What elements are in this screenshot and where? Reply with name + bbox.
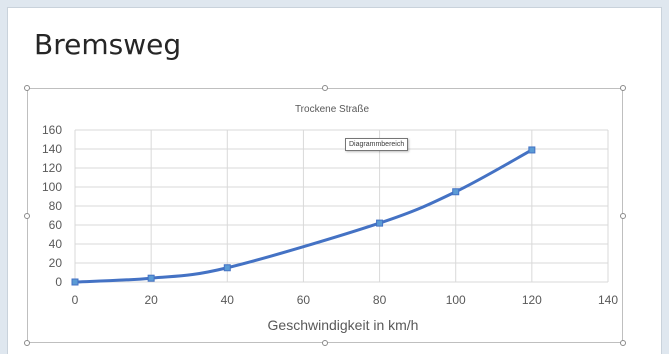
x-axis-label: Geschwindigkeit in km/h [268, 317, 419, 333]
chart-area-tooltip: Diagrammbereich [345, 138, 409, 151]
y-tick-label: 120 [42, 161, 62, 175]
resize-handle-middle-right[interactable] [620, 213, 626, 219]
x-tick-label: 140 [598, 293, 618, 307]
slide-title: Bremsweg [34, 28, 182, 61]
y-tick-label: 0 [55, 275, 62, 289]
y-tick-label: 80 [49, 199, 63, 213]
x-axis-tick-labels: 0 20 40 60 80 100 120 140 [72, 293, 619, 307]
x-tick-label: 60 [297, 293, 311, 307]
x-tick-label: 40 [221, 293, 235, 307]
y-tick-label: 100 [42, 180, 62, 194]
y-axis-tick-labels: 0 20 40 60 80 100 120 140 160 [42, 123, 62, 289]
y-tick-label: 20 [49, 256, 63, 270]
data-point-marker[interactable] [528, 146, 536, 154]
data-point-marker[interactable] [147, 274, 155, 282]
resize-handle-bottom-right[interactable] [620, 340, 626, 346]
data-point-marker[interactable] [71, 278, 79, 286]
resize-handle-bottom-left[interactable] [24, 340, 30, 346]
y-tick-label: 160 [42, 123, 62, 137]
resize-handle-top-middle[interactable] [322, 85, 328, 91]
y-tick-label: 60 [49, 218, 63, 232]
x-tick-label: 100 [446, 293, 466, 307]
data-point-marker[interactable] [223, 264, 231, 272]
x-tick-label: 120 [522, 293, 542, 307]
resize-handle-top-left[interactable] [24, 85, 30, 91]
data-point-marker[interactable] [376, 219, 384, 227]
y-tick-label: 40 [49, 237, 63, 251]
x-tick-label: 0 [72, 293, 79, 307]
resize-handle-middle-left[interactable] [24, 213, 30, 219]
resize-handle-top-right[interactable] [620, 85, 626, 91]
resize-handle-bottom-middle[interactable] [322, 340, 328, 346]
data-point-markers[interactable] [71, 146, 536, 286]
chart-title: Trockene Straße [295, 104, 370, 115]
data-point-marker[interactable] [452, 188, 460, 196]
y-tick-label: 140 [42, 142, 62, 156]
x-tick-label: 20 [144, 293, 158, 307]
slide [7, 7, 662, 354]
gridlines [74, 129, 609, 283]
x-tick-label: 80 [373, 293, 387, 307]
